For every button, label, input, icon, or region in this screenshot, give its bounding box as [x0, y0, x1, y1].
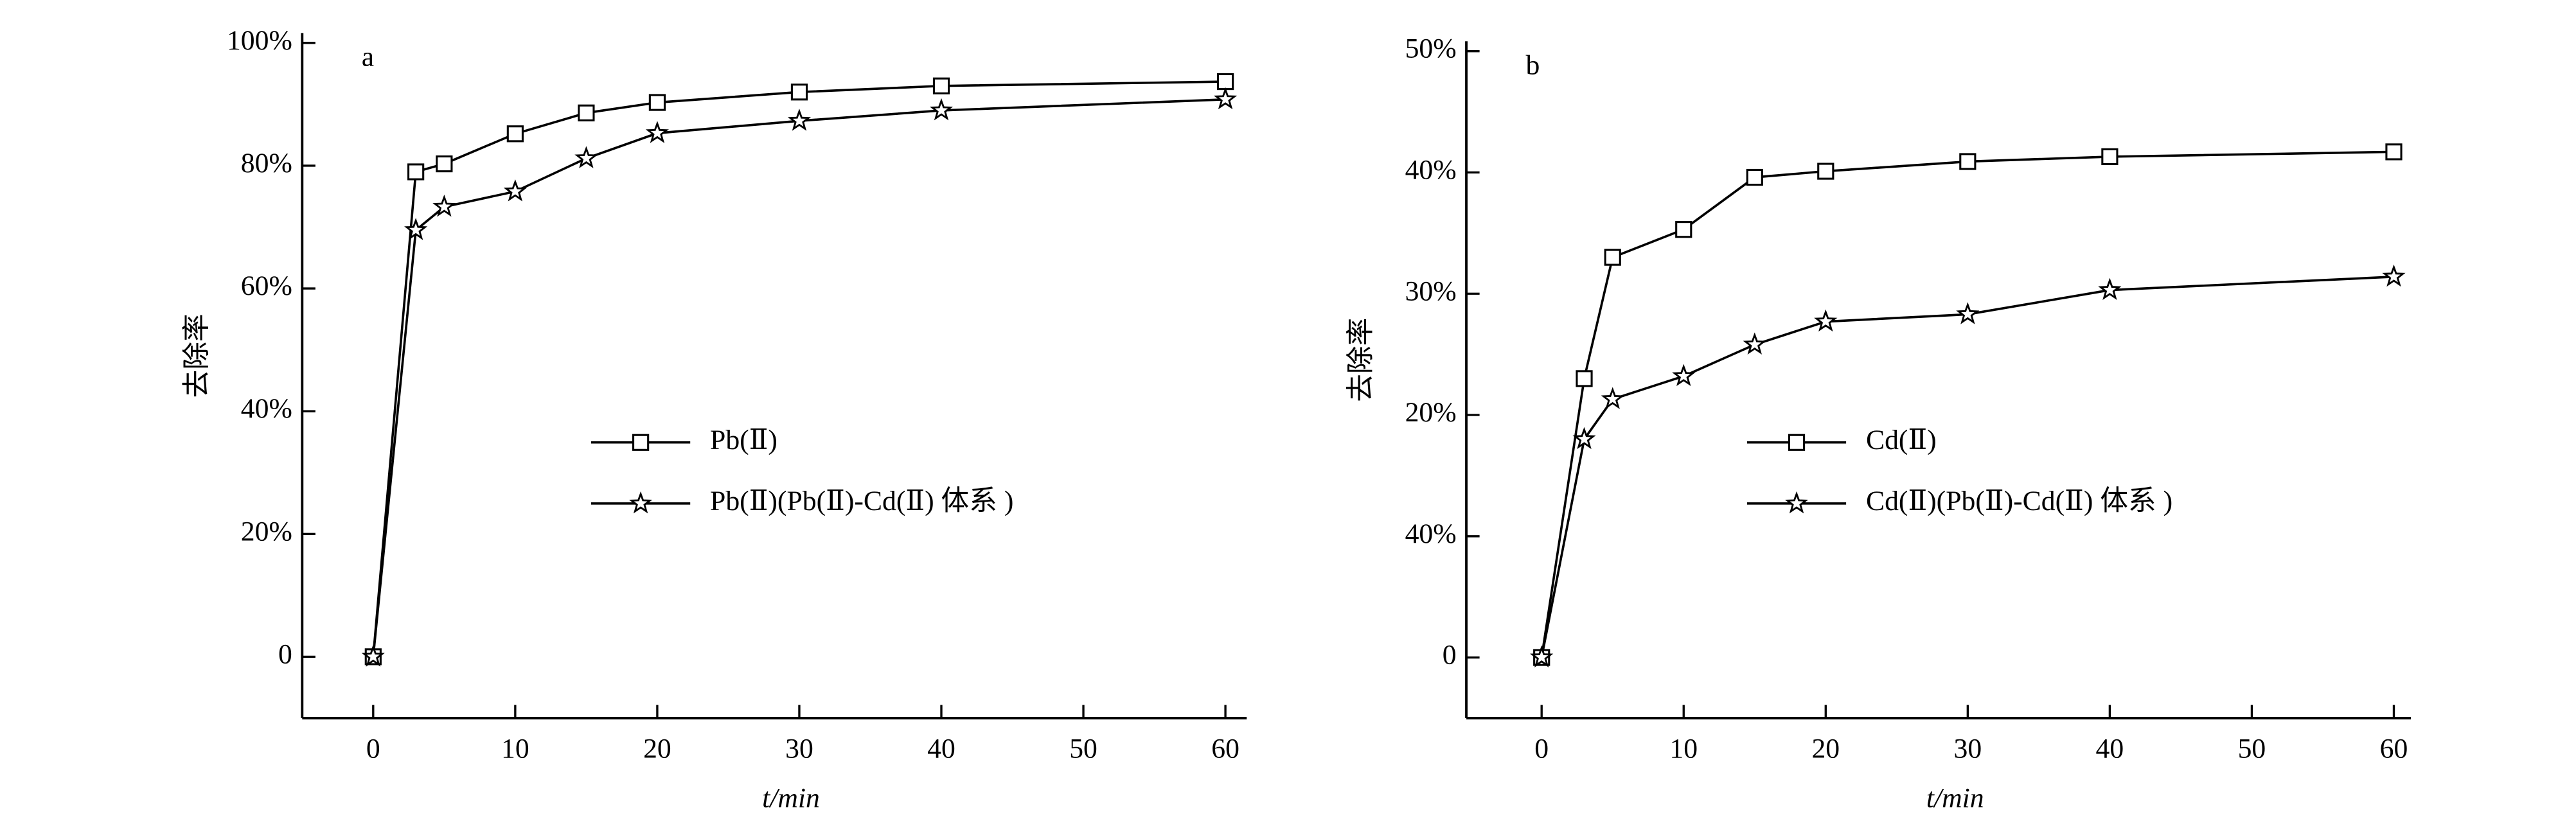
x-tick-label: 30 [785, 733, 813, 764]
square-marker [790, 84, 808, 101]
star-marker [1572, 427, 1596, 450]
y-tick-label: 80% [241, 148, 292, 179]
y-tick-label: 40% [241, 393, 292, 424]
square-marker [2385, 143, 2403, 161]
legend-label: Cd(Ⅱ) [1866, 425, 1937, 455]
square-marker [1216, 73, 1234, 91]
square-marker [1746, 168, 1763, 186]
x-tick-label: 60 [1211, 733, 1239, 764]
x-axis-label: t/min [762, 782, 820, 813]
star-marker [574, 146, 598, 168]
square-marker [578, 104, 595, 121]
y-tick-label: 0 [278, 639, 292, 669]
y-tick-label: 20% [241, 516, 292, 547]
square-marker [2101, 148, 2119, 166]
panel-label: a [362, 42, 374, 73]
y-tick-label: 20% [1405, 397, 1457, 428]
star-marker [929, 98, 954, 121]
y-tick-label: 0 [1443, 640, 1457, 671]
y-tick-label: 100% [227, 25, 292, 56]
square-marker [1576, 370, 1593, 387]
star-marker [645, 121, 669, 143]
star-marker [787, 109, 812, 131]
square-marker [1675, 221, 1692, 238]
star-marker [1743, 332, 1766, 355]
x-tick-label: 10 [501, 733, 529, 764]
star-marker [404, 218, 428, 240]
y-tick-label: 40% [1405, 155, 1457, 186]
star-marker [432, 194, 456, 217]
y-tick-label: 60% [241, 270, 292, 301]
legend-label: Pb(Ⅱ) [710, 425, 777, 455]
star-marker [1672, 364, 1696, 386]
panel-label: b [1526, 49, 1540, 80]
chart-panel: 0 20% 40% 60% 80% 100% 0 10 20 30 40 50 60 a t/min 去除率 P… [180, 25, 1247, 813]
star-marker [361, 644, 385, 667]
series-line [1540, 150, 2394, 658]
x-axis-label: t/min [1926, 782, 1984, 813]
x-tick-label: 20 [643, 733, 671, 764]
y-tick-label: 50% [1405, 33, 1457, 64]
x-tick-label: 10 [1669, 733, 1698, 764]
square-marker [1788, 434, 1806, 451]
square-marker [648, 94, 666, 111]
y-tick-label: 40% [1405, 518, 1457, 549]
x-tick-label: 40 [927, 733, 955, 764]
chart-panel: 0 40% 20% 30% 40% 50% 0 10 20 30 40 50 60 b t/min 去除率 Cd… [1344, 33, 2412, 813]
star-marker [1530, 645, 1554, 667]
series-line [372, 80, 1226, 657]
y-axis-label: 去除率 [180, 313, 213, 398]
x-tick-label: 50 [2238, 733, 2266, 764]
star-marker [1956, 302, 1980, 324]
x-tick-label: 0 [1534, 733, 1549, 764]
square-marker [632, 434, 650, 451]
legend-label: Cd(Ⅱ)(Pb(Ⅱ)-Cd(Ⅱ) 体系 ) [1866, 486, 2172, 516]
star-marker [2098, 278, 2122, 300]
star-marker [503, 179, 527, 202]
legend-label: Pb(Ⅱ)(Pb(Ⅱ)-Cd(Ⅱ) 体系 ) [710, 486, 1013, 516]
x-tick-label: 20 [1811, 733, 1840, 764]
square-marker [436, 155, 453, 173]
x-tick-label: 60 [2380, 733, 2408, 764]
star-marker [1601, 387, 1624, 409]
star-marker [629, 491, 653, 514]
star-marker [1784, 491, 1809, 514]
x-tick-label: 30 [1954, 733, 1982, 764]
square-marker [932, 77, 950, 94]
star-marker [1213, 87, 1238, 110]
star-marker [2382, 264, 2406, 287]
series-line [372, 98, 1226, 657]
star-marker [1814, 309, 1838, 332]
y-axis-label: 去除率 [1344, 318, 1377, 402]
x-tick-label: 50 [1069, 733, 1097, 764]
square-marker [1959, 153, 1976, 170]
x-tick-label: 0 [366, 733, 380, 764]
series-line [1540, 276, 2394, 658]
square-marker [1817, 163, 1834, 180]
square-marker [1604, 249, 1621, 266]
x-tick-label: 40 [2096, 733, 2124, 764]
square-marker [506, 125, 524, 143]
square-marker [407, 163, 425, 181]
y-tick-label: 30% [1405, 276, 1457, 306]
